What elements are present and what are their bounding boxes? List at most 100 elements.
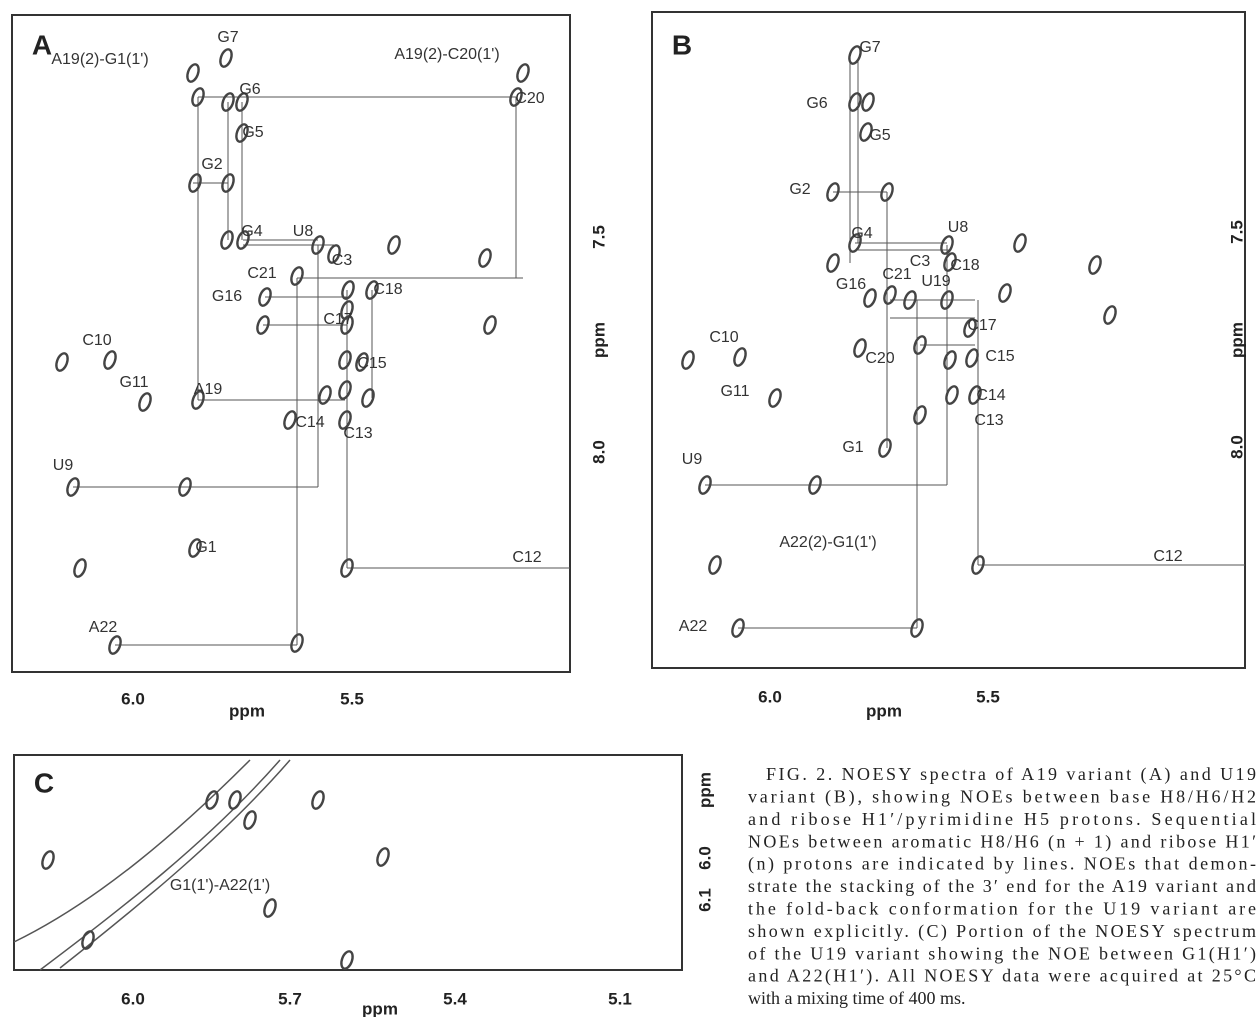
peak bbox=[108, 635, 122, 655]
peak bbox=[883, 285, 897, 305]
peak bbox=[863, 288, 877, 308]
peak bbox=[188, 173, 202, 193]
peak bbox=[509, 87, 523, 107]
y-axis-label: ppm bbox=[695, 772, 714, 808]
peak bbox=[971, 555, 985, 575]
peak bbox=[235, 92, 249, 112]
peak-label: C14 bbox=[295, 414, 324, 431]
peak bbox=[910, 618, 924, 638]
peak-label: C12 bbox=[512, 549, 541, 566]
peak bbox=[311, 235, 325, 255]
peak bbox=[965, 348, 979, 368]
peak bbox=[708, 555, 722, 575]
peak-label: A19 bbox=[194, 381, 223, 398]
peak-label: G1(1')-A22(1') bbox=[170, 877, 270, 894]
y-axis-label: ppm bbox=[1227, 322, 1246, 358]
peak bbox=[848, 92, 862, 112]
peak-label: C18 bbox=[373, 281, 402, 298]
x-tick-label: 6.0 bbox=[121, 689, 145, 708]
peak bbox=[318, 385, 332, 405]
peak-label: U8 bbox=[948, 219, 969, 236]
peak bbox=[290, 266, 304, 286]
peak-label: U9 bbox=[53, 457, 74, 474]
peak bbox=[943, 350, 957, 370]
peak-label: C17 bbox=[323, 311, 352, 328]
x-tick-label: 6.0 bbox=[121, 989, 145, 1008]
peak-label: G11 bbox=[119, 374, 148, 391]
x-tick-label: 6.0 bbox=[758, 687, 782, 706]
peak bbox=[681, 350, 695, 370]
peak bbox=[340, 315, 354, 335]
peak bbox=[808, 475, 822, 495]
caption-line: strate the stacking of the 3′ end for th… bbox=[748, 876, 1256, 896]
peak bbox=[191, 87, 205, 107]
peak bbox=[66, 477, 80, 497]
peak-label: C21 bbox=[882, 266, 911, 283]
peak-label: G6 bbox=[806, 95, 827, 112]
peak-label: C18 bbox=[950, 257, 979, 274]
peak bbox=[376, 847, 390, 867]
peak bbox=[338, 380, 352, 400]
peak bbox=[188, 538, 202, 558]
peak-label: C20 bbox=[515, 90, 544, 107]
peak-label: C21 bbox=[247, 265, 276, 282]
peak-label: A19(2)-G1(1') bbox=[51, 51, 148, 68]
y-tick-label: 7.5 bbox=[1227, 220, 1246, 244]
peak-label: C3 bbox=[332, 252, 353, 269]
peak bbox=[940, 235, 954, 255]
peak bbox=[243, 810, 257, 830]
peak-label: G2 bbox=[789, 181, 810, 198]
peak-label: C13 bbox=[974, 412, 1003, 429]
peak bbox=[731, 618, 745, 638]
peak-label: C20 bbox=[865, 350, 894, 367]
peak-label: C10 bbox=[82, 332, 111, 349]
peak-label: U9 bbox=[682, 451, 703, 468]
y-tick-label: 8.0 bbox=[589, 440, 608, 464]
peak bbox=[178, 477, 192, 497]
peak bbox=[826, 182, 840, 202]
peak-label: G16 bbox=[212, 288, 242, 305]
y-tick-label: 8.0 bbox=[1227, 435, 1246, 459]
peak bbox=[1088, 255, 1102, 275]
peak-label: G5 bbox=[242, 124, 263, 141]
x-tick-label: 5.5 bbox=[976, 687, 1000, 706]
peak-label: G7 bbox=[217, 29, 238, 46]
peak bbox=[913, 405, 927, 425]
peak-label: G6 bbox=[239, 81, 260, 98]
peak bbox=[55, 352, 69, 372]
x-axis-label: ppm bbox=[229, 701, 265, 720]
y-axis-label: ppm bbox=[589, 322, 608, 358]
caption-line: the fold-back conformation for the U19 v… bbox=[748, 899, 1256, 919]
peak-label: G2 bbox=[201, 156, 222, 173]
peak bbox=[387, 235, 401, 255]
peak bbox=[861, 92, 875, 112]
peak-label: G5 bbox=[869, 127, 890, 144]
peak bbox=[698, 475, 712, 495]
peak bbox=[968, 385, 982, 405]
peak bbox=[478, 248, 492, 268]
peak bbox=[220, 230, 234, 250]
caption-line: with a mixing time of 400 ms. bbox=[748, 988, 966, 1008]
peak bbox=[1103, 305, 1117, 325]
caption-line: and ribose H1′/pyrimidine H5 protons. Se… bbox=[748, 809, 1256, 829]
peak bbox=[859, 122, 873, 142]
panel-frame bbox=[11, 14, 571, 673]
peak-label: C13 bbox=[343, 425, 372, 442]
peak bbox=[219, 48, 233, 68]
peak-label: G1 bbox=[195, 539, 216, 556]
y-tick-label: 6.1 bbox=[695, 888, 714, 912]
peak bbox=[327, 244, 341, 264]
peak-label: G7 bbox=[859, 39, 880, 56]
caption-line: and A22(H1′). All NOESY data were acquir… bbox=[748, 966, 1256, 987]
peak bbox=[768, 388, 782, 408]
peak-label: A22(2)-G1(1') bbox=[779, 534, 876, 551]
peak bbox=[848, 45, 862, 65]
peak bbox=[290, 633, 304, 653]
peak-label: G4 bbox=[241, 223, 262, 240]
peak bbox=[81, 930, 95, 950]
peak bbox=[945, 385, 959, 405]
peak bbox=[340, 558, 354, 578]
peak bbox=[361, 388, 375, 408]
peak-label: G11 bbox=[720, 383, 749, 400]
panel-frame bbox=[13, 754, 683, 971]
